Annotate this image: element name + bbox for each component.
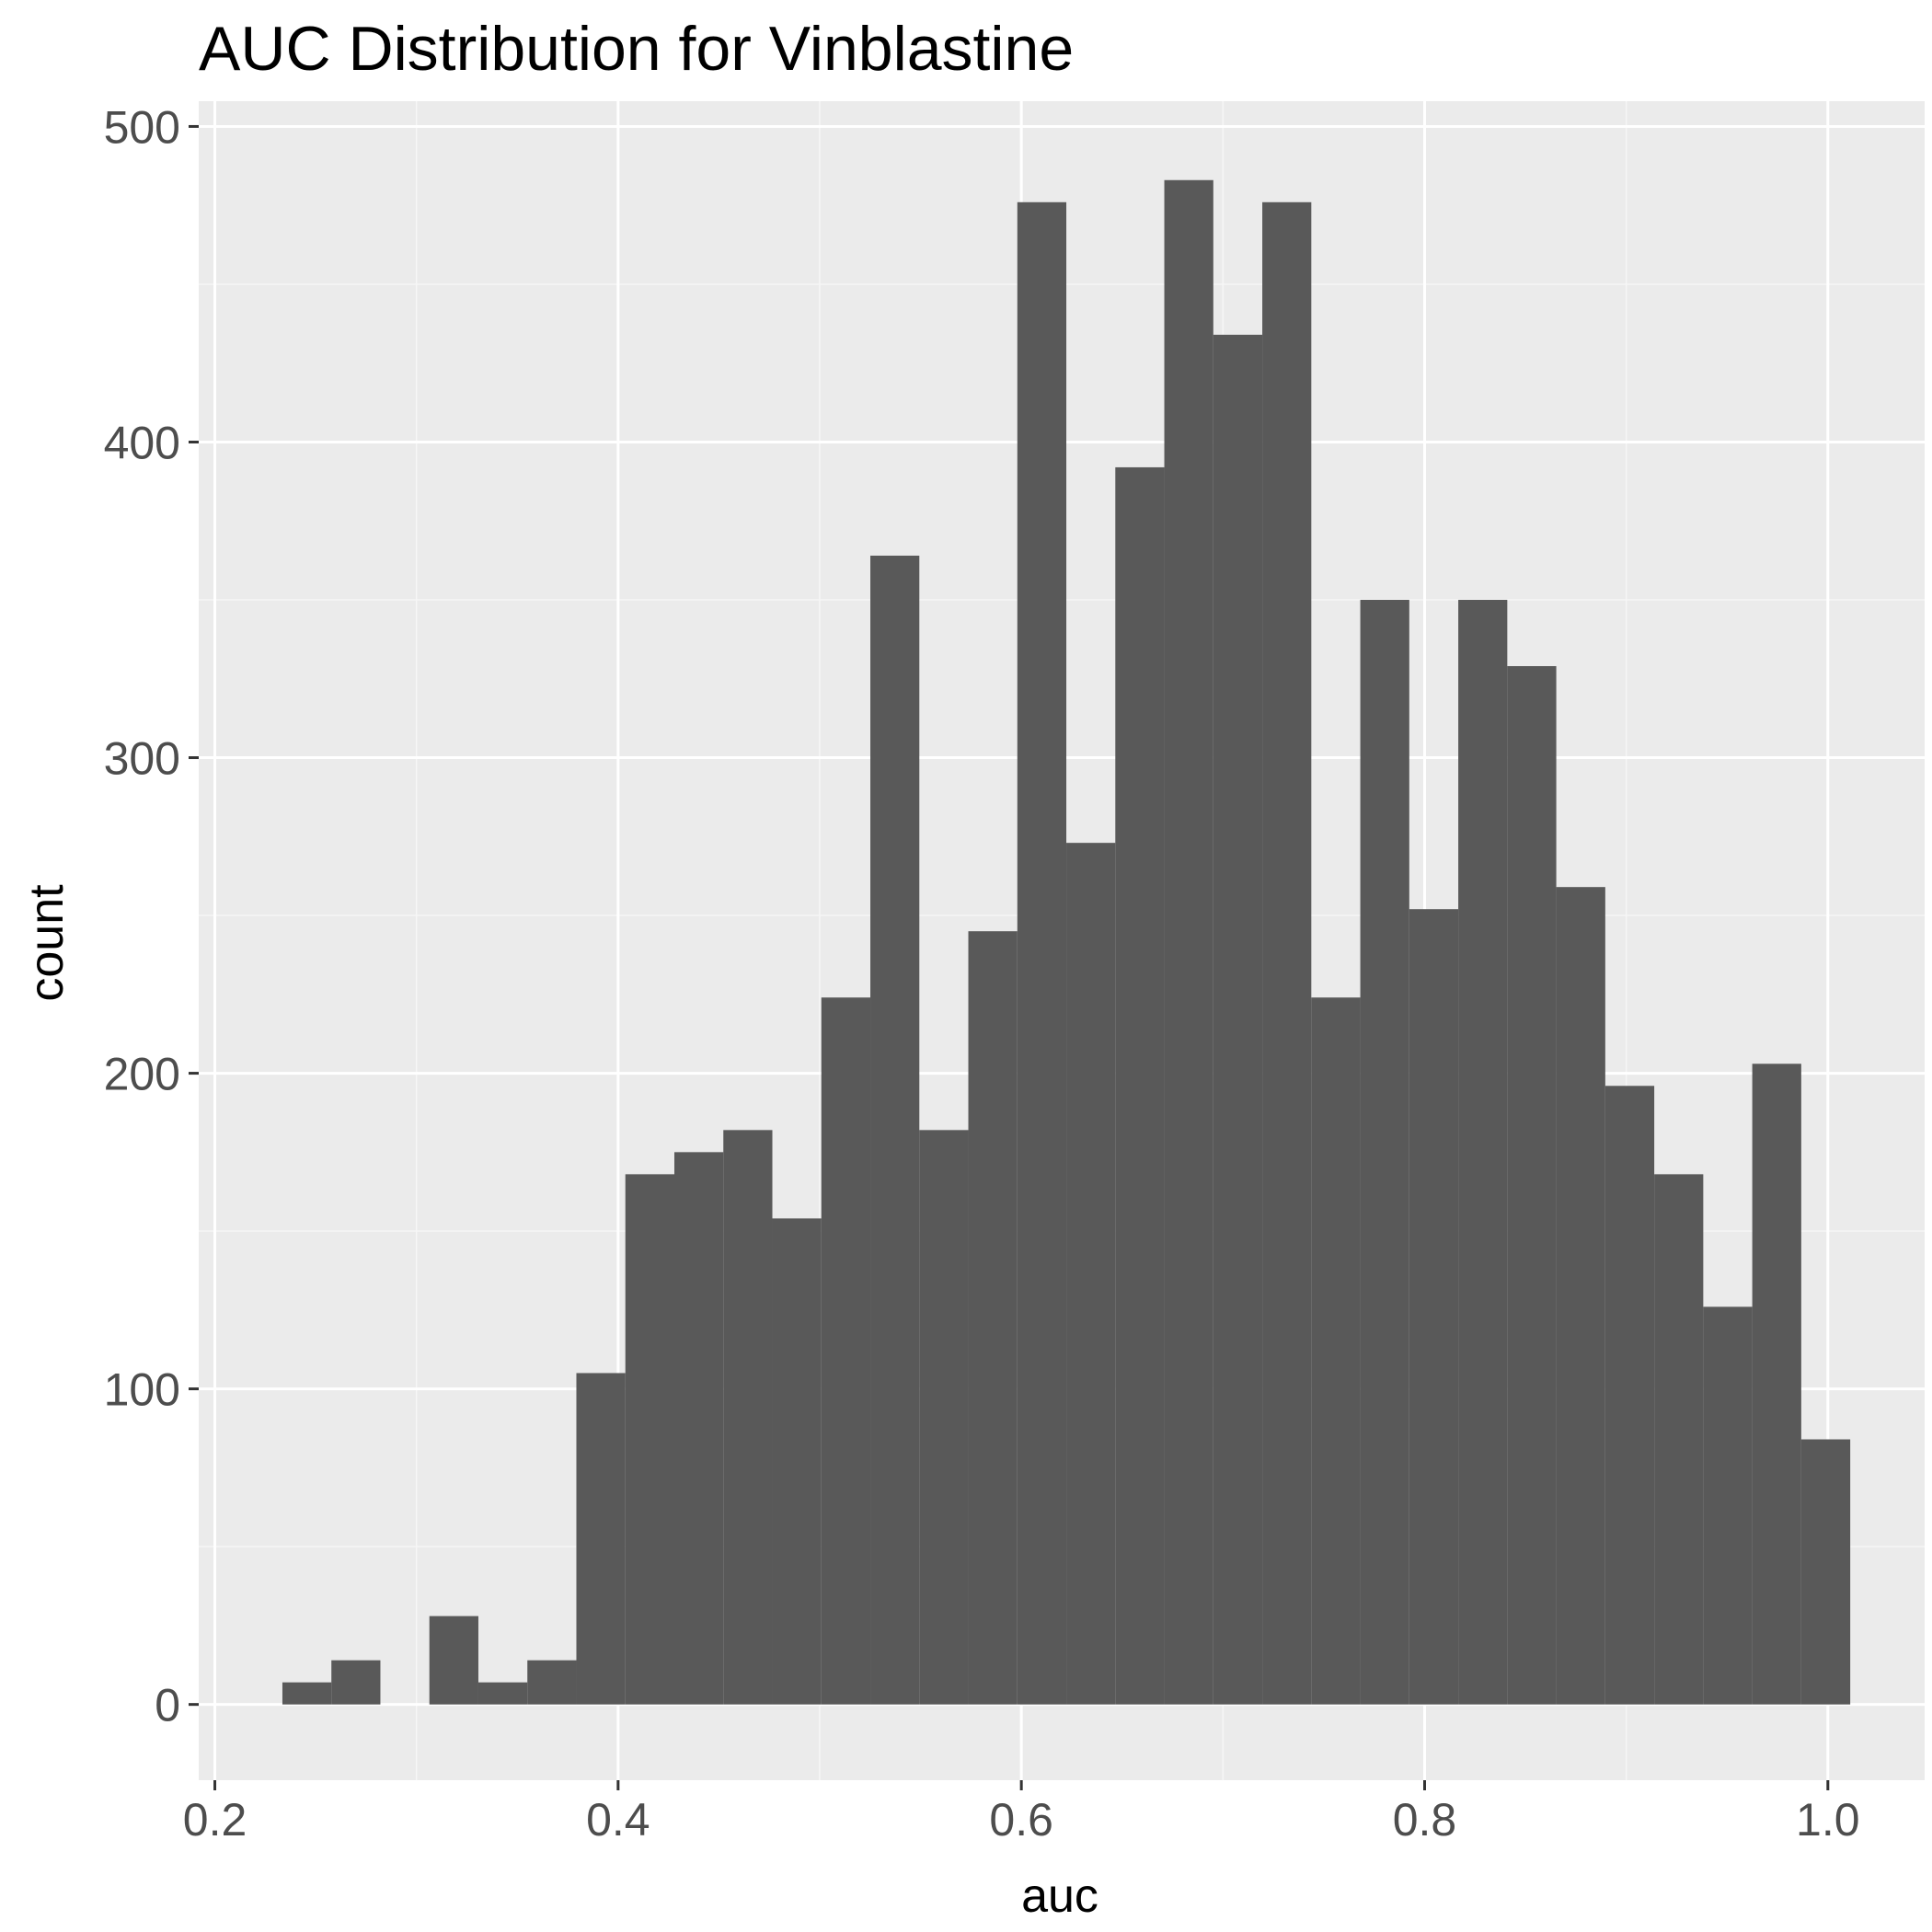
histogram-bar [625,1174,674,1705]
histogram-bar [1066,843,1116,1705]
histogram-bar [1164,179,1213,1705]
histogram-bar [1262,201,1312,1705]
chart-title: AUC Distribution for Vinblastine [199,14,1074,84]
histogram-bar [1800,1439,1851,1705]
histogram-bar [1017,201,1067,1705]
axes: 0.2 0.4 0.6 0.8 1.0 0 100 200 300 400 500 [104,101,1860,1846]
histogram-bar [673,1152,724,1705]
y-tick-label: 500 [104,101,180,153]
histogram-bar [968,931,1018,1705]
histogram-bar [1458,600,1508,1705]
histogram-bar [429,1616,478,1705]
histogram-bar [282,1682,332,1705]
histogram-bar [1409,909,1459,1705]
histogram-bar [772,1218,822,1705]
histogram-bar [477,1682,528,1705]
x-tick-label: 1.0 [1796,1794,1860,1846]
x-axis-title: auc [1021,1869,1098,1923]
y-axis-title: count [20,884,74,1002]
histogram-bar [1115,466,1165,1705]
y-tick-label: 300 [104,733,180,785]
histogram-bar [1752,1064,1801,1705]
histogram-bar [1507,666,1557,1705]
histogram-bar [1360,600,1409,1705]
histogram-bar [821,997,871,1705]
y-tick-label: 400 [104,417,180,468]
histogram-bar [919,1130,969,1705]
histogram-bar [1213,334,1263,1705]
y-tick-label: 0 [155,1680,180,1731]
y-tick-label: 100 [104,1364,180,1416]
y-tick-label: 200 [104,1049,180,1100]
histogram-bar [1703,1306,1753,1705]
x-tick-label: 0.2 [183,1794,247,1846]
histogram-bar [331,1660,381,1705]
x-tick-label: 0.8 [1393,1794,1457,1846]
histogram-bar [1654,1174,1704,1705]
histogram-bar [1604,1086,1655,1705]
x-tick-label: 0.4 [586,1794,650,1846]
histogram-bar [1556,887,1605,1705]
histogram-bar [527,1660,577,1705]
histogram-bars [282,179,1851,1705]
x-tick-label: 0.6 [989,1794,1053,1846]
histogram-bar [1311,997,1361,1705]
histogram-bar [576,1373,626,1705]
histogram-bar [870,555,920,1705]
histogram-bar [723,1130,773,1705]
